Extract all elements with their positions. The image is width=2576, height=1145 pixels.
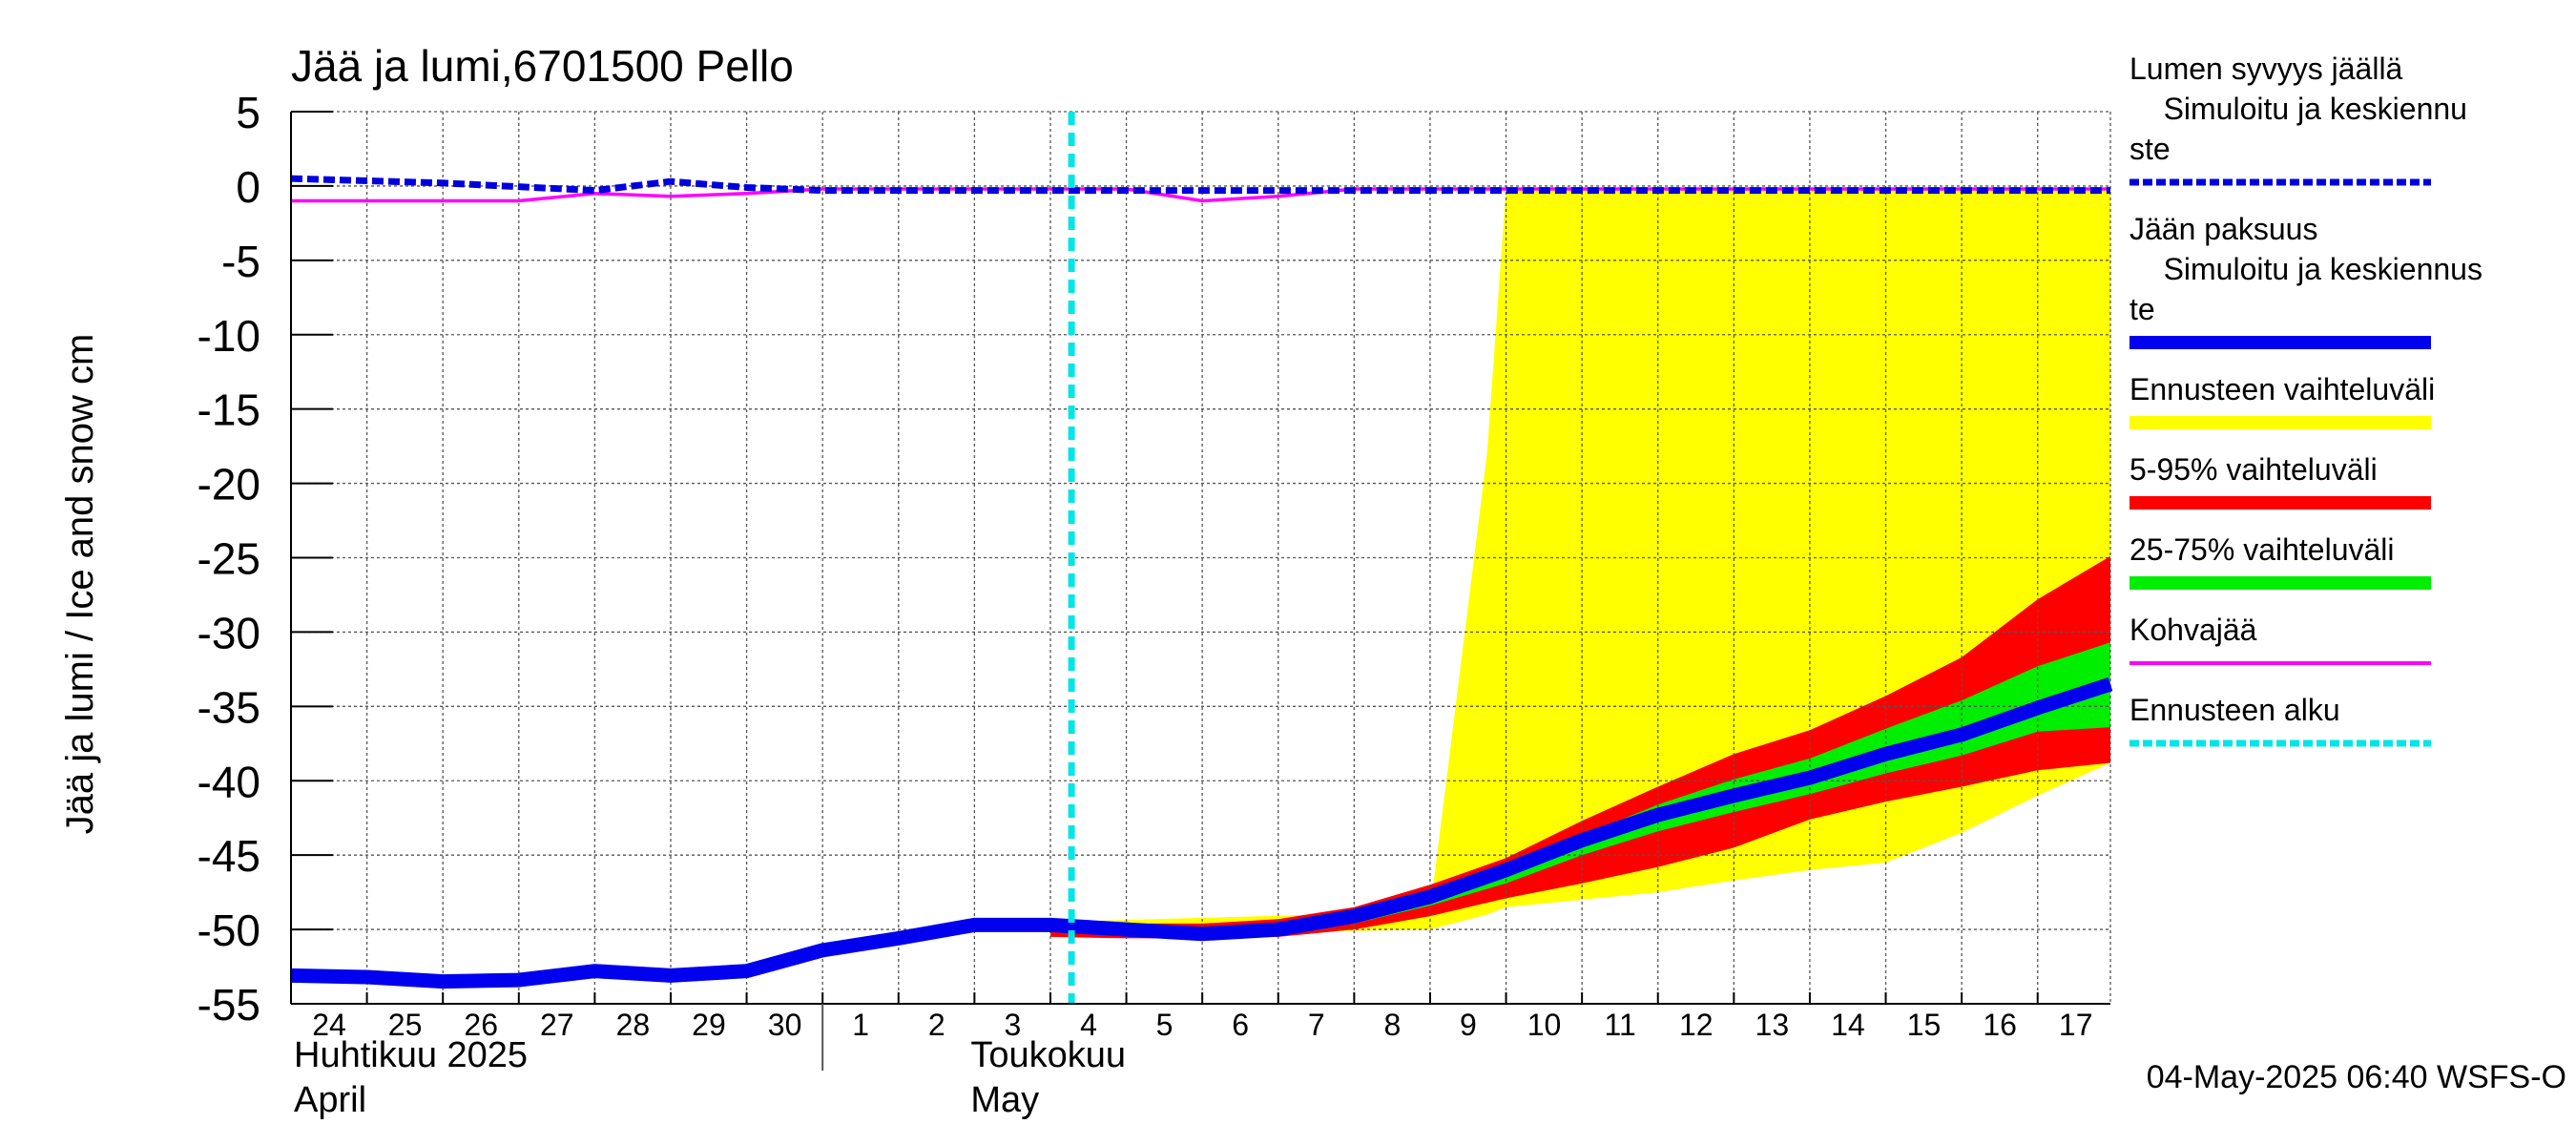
x-tick-label: 26 (464, 1008, 498, 1042)
x-tick-label: 10 (1527, 1008, 1562, 1042)
x-tick-label: 14 (1831, 1008, 1865, 1042)
x-tick-label: 30 (768, 1008, 802, 1042)
month-label-line2: May (970, 1080, 1039, 1120)
y-axis-label: Jää ja lumi / Ice and snow cm (59, 334, 101, 835)
legend-label-kohvajaa: Kohvajää (2129, 613, 2257, 647)
legend-label-5-95-vaihteluvali: 5-95% vaihteluväli (2129, 452, 2378, 487)
y-tick-label: 5 (236, 88, 260, 137)
x-tick-label: 8 (1383, 1008, 1401, 1042)
x-tick-label: 6 (1232, 1008, 1249, 1042)
legend-label-lumen-syvyys-jaalla: Lumen syvyys jäällä (2129, 52, 2403, 86)
y-tick-label: -25 (197, 534, 260, 584)
legend-label-jaan-paksuus: Simuloitu ja keskiennus (2129, 252, 2483, 286)
y-tick-label: -45 (197, 831, 260, 881)
x-tick-label: 9 (1460, 1008, 1477, 1042)
legend: Lumen syvyys jäällä Simuloitu ja keskien… (2129, 52, 2483, 747)
legend-label-lumen-syvyys-jaalla: Simuloitu ja keskiennu (2129, 92, 2467, 126)
legend-label-lumen-syvyys-jaalla: ste (2129, 132, 2171, 166)
legend-label-ennusteen-alku: Ennusteen alku (2129, 693, 2340, 727)
x-tick-label: 3 (1004, 1008, 1021, 1042)
x-tick-label: 25 (388, 1008, 423, 1042)
x-tick-label: 28 (616, 1008, 651, 1042)
timestamp: 04-May-2025 06:40 WSFS-O (2147, 1059, 2566, 1095)
x-tick-label: 13 (1755, 1008, 1790, 1042)
y-tick-label: -40 (197, 757, 260, 806)
y-tick-label: -10 (197, 311, 260, 361)
y-tick-label: 0 (236, 162, 260, 212)
axes-layer: 50-5-10-15-20-25-30-35-40-45-50-55 24 25 26… (197, 88, 2110, 1120)
x-tick-label: 11 (1605, 1008, 1636, 1042)
x-tick-label: 29 (692, 1008, 726, 1042)
month-label-line1: Huhtikuu 2025 (294, 1035, 528, 1075)
y-tick-label: -20 (197, 460, 260, 510)
x-tick-label: 2 (928, 1008, 945, 1042)
y-tick-label: -55 (197, 980, 260, 1030)
x-tick-label: 15 (1907, 1008, 1942, 1042)
series-line-jaan-paksuus (290, 677, 2113, 989)
y-tick-label: -50 (197, 906, 260, 955)
x-tick-label: 5 (1156, 1008, 1174, 1042)
month-label-line1: Toukokuu (970, 1035, 1126, 1075)
y-tick-label: -30 (197, 608, 260, 657)
series-layer (290, 112, 2113, 1004)
x-tick-label: 24 (312, 1008, 346, 1042)
legend-label-ennusteen-vaihteluvali: Ennusteen vaihteluväli (2129, 372, 2435, 406)
x-tick-label: 4 (1080, 1008, 1097, 1042)
x-tick-label: 27 (540, 1008, 574, 1042)
x-tick-label: 1 (852, 1008, 869, 1042)
y-tick-label: -15 (197, 385, 260, 435)
legend-label-jaan-paksuus: Jään paksuus (2129, 212, 2317, 246)
x-tick-label: 7 (1308, 1008, 1325, 1042)
x-tick-label: 16 (1983, 1008, 2017, 1042)
chart-title: Jää ja lumi,6701500 Pello (291, 41, 794, 91)
legend-label-jaan-paksuus: te (2129, 292, 2155, 326)
y-tick-label: -35 (197, 682, 260, 732)
y-tick-label: -5 (221, 237, 260, 286)
x-tick-label: 17 (2059, 1008, 2093, 1042)
x-tick-label: 12 (1679, 1008, 1714, 1042)
series-line-kohvajaa (291, 187, 2110, 203)
series-line-lumen-syvyys-jaalla (290, 175, 2110, 195)
legend-label-25-75-vaihteluvali: 25-75% vaihteluväli (2129, 532, 2395, 567)
month-label-line2: April (294, 1080, 366, 1120)
